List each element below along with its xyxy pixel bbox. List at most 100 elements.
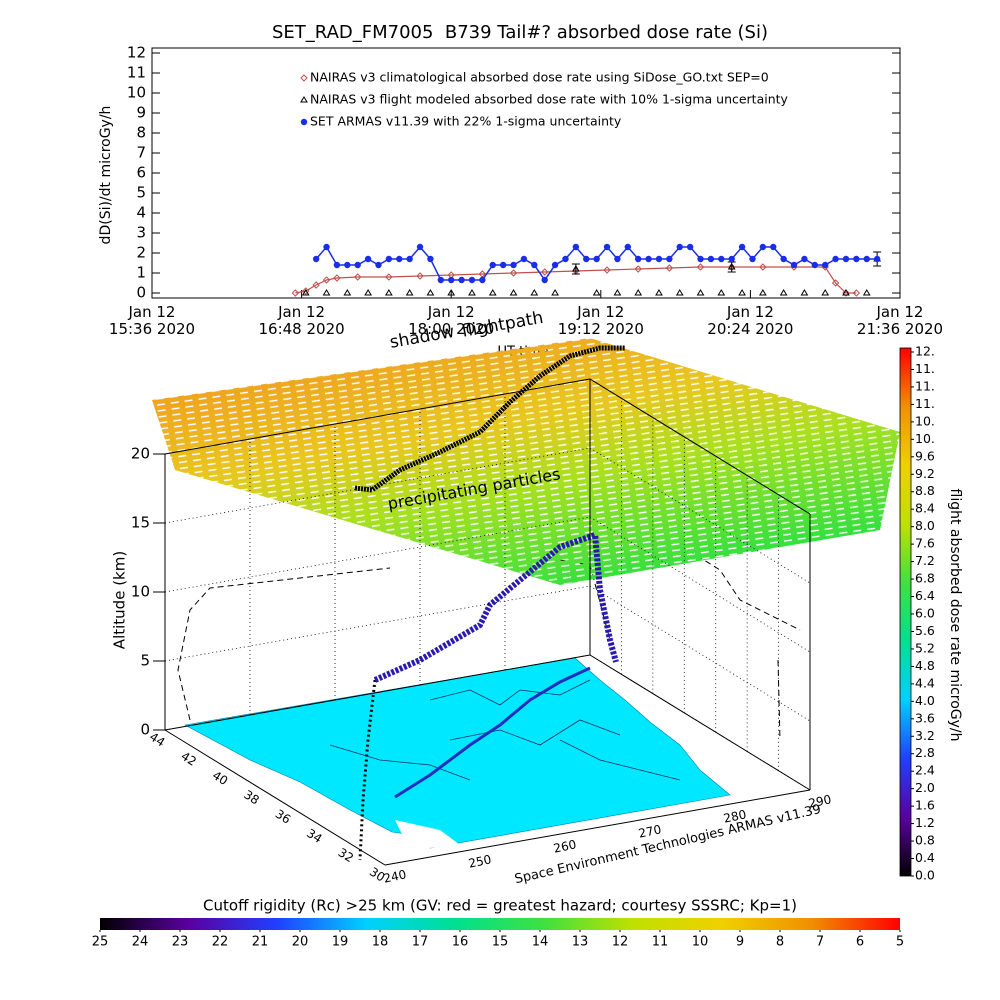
marker (738, 289, 746, 296)
x-tick-label: Jan 12 18:00 2020 (408, 303, 495, 338)
marker (613, 289, 622, 296)
marker (416, 243, 424, 251)
colorbar-tick-label: 7.2 (915, 553, 935, 568)
colorbar-tick-label: 16 (452, 935, 469, 950)
x-tick-label: 280 (722, 807, 747, 825)
marker (312, 255, 320, 263)
colorbar-tick-label: 6.4 (915, 588, 935, 603)
marker (790, 261, 798, 269)
colorbar-tick-label: 6.8 (915, 571, 935, 586)
colorbar-tick-label: 8.8 (915, 483, 935, 498)
marker (780, 255, 787, 263)
y-tick-label: 44 (147, 730, 167, 750)
marker (873, 255, 881, 263)
marker (489, 261, 496, 269)
y-tick-label: 40 (210, 768, 230, 788)
colorbar-tick-label: 11 (652, 935, 669, 950)
marker (405, 289, 414, 296)
marker (862, 289, 871, 296)
marker (822, 261, 829, 269)
marker (635, 255, 642, 263)
marker (707, 255, 715, 263)
marker (583, 255, 590, 263)
colorbar-tick-label: 7 (816, 935, 824, 950)
x-tick-label: 260 (552, 837, 577, 855)
marker (353, 273, 362, 281)
y-tick-label: 38 (241, 787, 261, 807)
marker (322, 289, 331, 296)
colorbar-tick-label: 10. (915, 431, 935, 446)
x-tick-label: 240 (382, 867, 407, 885)
marker (842, 289, 850, 296)
flightpath-3d (373, 530, 619, 683)
marker (344, 261, 351, 269)
error-bar (571, 263, 580, 275)
y-tick-label: 9 (136, 104, 146, 122)
marker (531, 261, 538, 269)
marker (447, 289, 456, 296)
marker (770, 243, 777, 251)
legend-marker (300, 74, 308, 82)
colorbar-tick-label: 4.8 (915, 658, 935, 673)
colorbar-tick-label: 24 (132, 935, 149, 950)
colorbar-tick-label: 11. (915, 378, 935, 393)
colorbar-tick-label: 1.6 (915, 798, 935, 813)
marker (468, 276, 476, 284)
y-tick-label: 7 (136, 144, 146, 162)
y-tick-label: 12 (127, 44, 146, 62)
colorbar-tick-label: 20 (292, 935, 309, 950)
colorbar-tick-label: 21 (252, 935, 269, 950)
marker (696, 289, 705, 296)
marker (675, 289, 684, 296)
colorbar-tick-label: 5.2 (915, 640, 935, 655)
marker (427, 255, 434, 263)
colorbar-tick-label: 7.6 (915, 536, 935, 551)
marker (832, 255, 839, 263)
marker (509, 269, 518, 277)
marker (385, 273, 393, 281)
marker (499, 261, 507, 269)
marker (510, 261, 517, 269)
marker (676, 243, 683, 251)
marker (842, 289, 850, 297)
marker (842, 255, 850, 263)
colorbar-tick-label: 0.8 (915, 833, 935, 848)
colorbar-tick-label: 0.0 (915, 868, 935, 883)
shadow-flightpath (354, 345, 625, 493)
marker (592, 289, 601, 296)
marker (551, 261, 559, 269)
marker (354, 261, 361, 269)
marker (426, 289, 435, 296)
colorbar-tick-label: 6.0 (915, 606, 935, 621)
marker (665, 264, 674, 272)
marker (364, 289, 372, 296)
colorbar-tick-label: 15 (492, 935, 509, 950)
colorbar-tick-label: 4.4 (915, 675, 935, 690)
marker (572, 243, 580, 251)
marker (666, 255, 673, 263)
z-axis-title: Altitude (km) (111, 551, 129, 649)
colorbar-tick-label: 5 (896, 935, 904, 950)
marker (312, 281, 320, 289)
colorbar-tick-label: 6 (856, 935, 864, 950)
legend-marker (300, 96, 308, 103)
marker (831, 279, 840, 287)
colorbar-tick-label: 10. (915, 413, 935, 428)
marker (479, 276, 486, 284)
x-tick-label: Jan 12 16:48 2020 (258, 303, 345, 338)
marker (634, 289, 643, 296)
y-tick-label: 6 (136, 164, 146, 182)
marker (291, 289, 300, 297)
y-tick-label: 32 (336, 845, 356, 865)
legend-label: SET ARMAS v11.39 with 22% 1-sigma uncert… (310, 114, 622, 129)
marker (343, 289, 352, 296)
marker (811, 261, 819, 269)
colorbar-title: flight absorbed dose rate microGy/h (947, 489, 963, 742)
marker (614, 255, 621, 263)
marker (634, 265, 642, 273)
marker (540, 268, 549, 276)
chart-title: SET_RAD_FM7005 B739 Tail#? absorbed dose… (272, 22, 768, 43)
z-tick-label: 15 (131, 514, 150, 532)
marker (624, 243, 632, 251)
shadow-plane (152, 338, 900, 585)
